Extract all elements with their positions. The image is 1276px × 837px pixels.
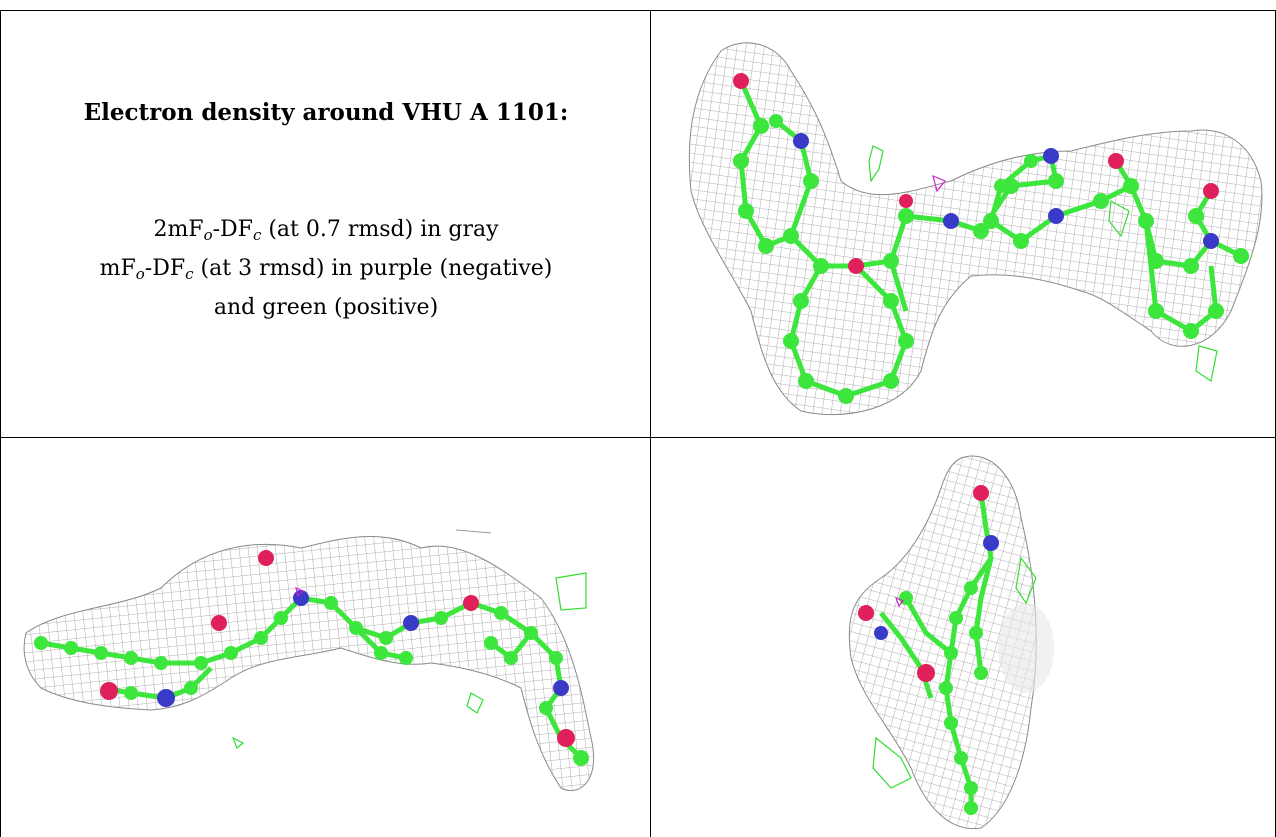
negative-density-blob xyxy=(932,174,946,193)
positive-density-blob xyxy=(872,736,912,789)
table-center-divider xyxy=(650,10,651,837)
legend-subscript: o xyxy=(203,226,213,244)
positive-density-blob xyxy=(555,572,587,611)
positive-density-blob xyxy=(1108,200,1130,238)
table-left-border xyxy=(0,10,1,837)
density-legend: 2mFo-DFc (at 0.7 rmsd) in gray mFo-DFc (… xyxy=(1,213,650,324)
density-view-3 xyxy=(651,438,1275,837)
caption-cell: Electron density around VHU A 1101: 2mFo… xyxy=(1,11,650,437)
positive-density-blob xyxy=(1015,556,1037,605)
legend-text: -DF xyxy=(144,256,186,281)
legend-line-fo: mFo-DFc (at 3 rmsd) in purple (negative) xyxy=(1,252,650,291)
molecule-atoms xyxy=(34,550,589,766)
positive-density-blob xyxy=(231,736,245,749)
legend-subscript: c xyxy=(185,265,194,283)
positive-density-blob xyxy=(868,145,884,183)
table-middle-border xyxy=(0,437,1276,438)
density-view-1 xyxy=(651,11,1275,437)
density-image-3 xyxy=(848,455,1054,830)
density-shadow xyxy=(998,603,1054,693)
density-view-2 xyxy=(1,438,650,837)
density-fragment xyxy=(455,529,492,534)
legend-line-2fo: 2mFo-DFc (at 0.7 rmsd) in gray xyxy=(1,213,650,252)
figure-title: Electron density around VHU A 1101: xyxy=(83,99,569,126)
density-mesh xyxy=(23,535,595,791)
legend-text: mF xyxy=(99,256,136,281)
negative-density-blob xyxy=(894,596,904,608)
molecule-atoms xyxy=(858,485,999,815)
table-top-border xyxy=(0,10,1276,11)
legend-text: -DF xyxy=(212,217,253,242)
legend-text: 2mF xyxy=(153,217,204,242)
positive-density-blob xyxy=(466,692,484,714)
density-image-2 xyxy=(23,529,595,791)
legend-line-positive: and green (positive) xyxy=(213,295,439,320)
positive-density-blob xyxy=(1195,345,1218,382)
molecule-atoms xyxy=(733,73,1249,404)
legend-text: (at 0.7 rmsd) in gray xyxy=(261,217,499,242)
legend-text: (at 3 rmsd) in purple (negative) xyxy=(193,256,553,281)
legend-subscript: o xyxy=(135,265,145,283)
negative-density-blob xyxy=(295,586,305,598)
density-image-1 xyxy=(688,42,1263,416)
legend-subscript: c xyxy=(252,226,262,244)
